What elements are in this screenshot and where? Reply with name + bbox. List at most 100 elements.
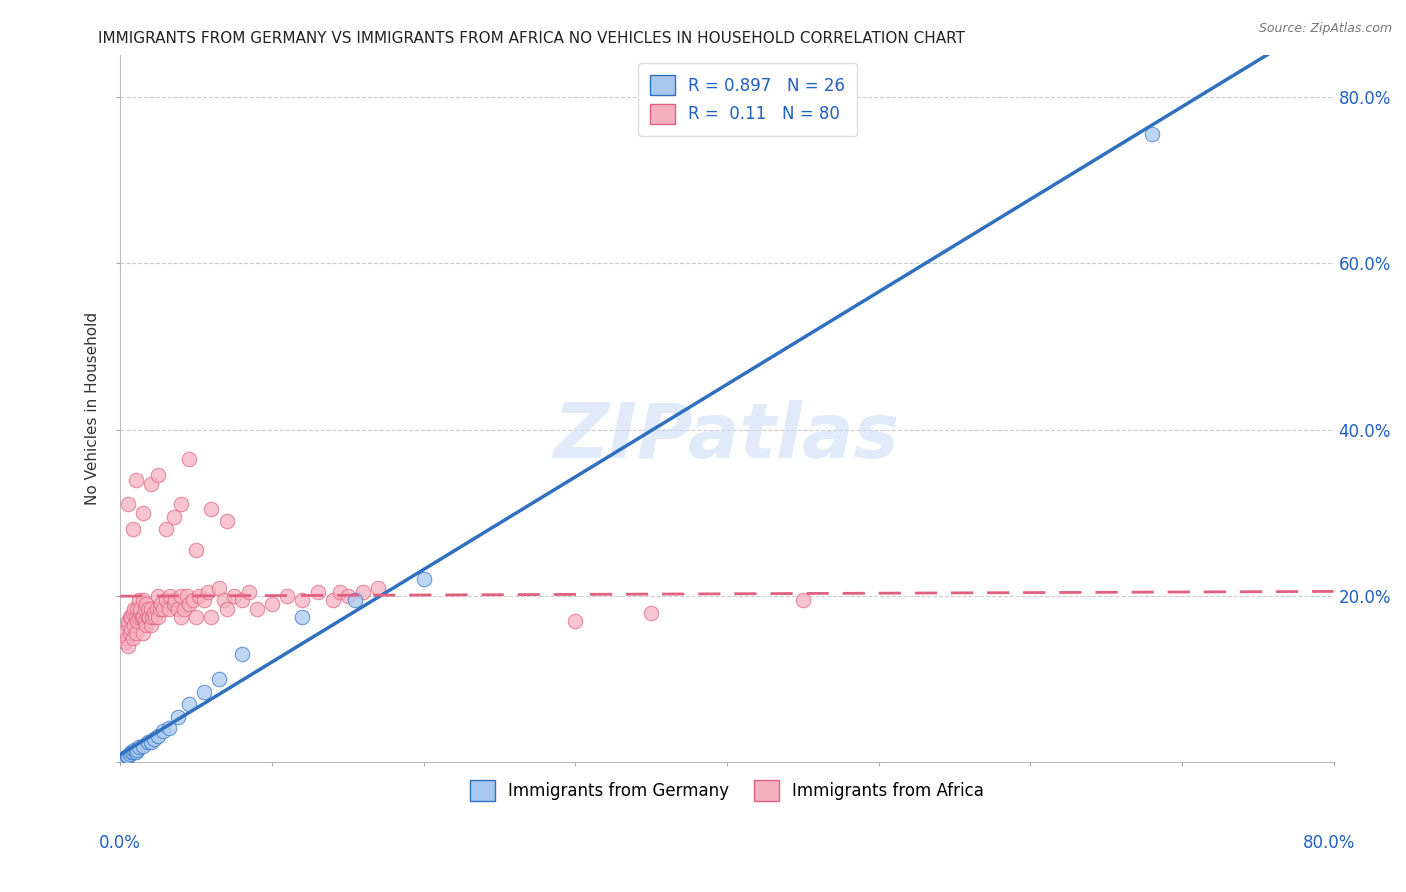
Point [139,601,162,615]
Point [262,598,284,612]
Text: 0.0%: 0.0% [98,834,141,852]
Point [124,746,146,760]
Text: IMMIGRANTS FROM GERMANY VS IMMIGRANTS FROM AFRICA NO VEHICLES IN HOUSEHOLD CORRE: IMMIGRANTS FROM GERMANY VS IMMIGRANTS FR… [98,31,966,46]
Point [1140,127,1163,141]
Text: 80.0%: 80.0% [1302,834,1355,852]
Point [146,601,169,615]
Point [150,598,173,612]
Point [112,626,135,640]
Point [215,514,238,528]
Point [291,593,314,607]
Point [114,751,136,765]
Point [173,601,195,615]
Point [128,610,150,624]
Point [135,598,157,612]
Point [162,510,184,524]
Point [132,593,155,607]
Point [176,589,198,603]
Point [167,601,190,615]
Point [157,721,180,735]
Point [148,610,170,624]
Point [322,593,344,607]
Point [159,589,181,603]
Point [121,523,143,537]
Point [564,614,586,628]
Point [177,697,200,711]
Point [177,598,200,612]
Point [118,610,141,624]
Point [215,601,238,615]
Text: ZIPatlas: ZIPatlas [554,401,900,474]
Point [120,746,142,760]
Point [117,498,139,512]
Point [129,606,152,620]
Point [352,585,374,599]
Point [142,732,165,747]
Point [276,589,298,603]
Point [152,723,174,738]
Point [212,593,235,607]
Point [132,506,155,520]
Point [132,626,155,640]
Point [117,639,139,653]
Point [208,581,231,595]
Point [118,626,141,640]
Point [117,614,139,628]
Point [792,593,814,607]
Point [132,610,155,624]
Point [148,468,170,483]
Point [238,585,260,599]
Point [157,601,180,615]
Point [122,743,145,757]
Point [124,626,146,640]
Point [117,618,139,632]
Point [127,614,149,628]
Point [188,589,211,603]
Point [142,606,165,620]
Legend: Immigrants from Germany, Immigrants from Africa: Immigrants from Germany, Immigrants from… [463,773,991,807]
Point [134,601,156,615]
Point [124,610,146,624]
Point [193,593,215,607]
Point [167,709,190,723]
Point [152,601,174,615]
Point [224,589,246,603]
Point [367,581,389,595]
Point [135,618,157,632]
Point [344,593,367,607]
Point [246,601,269,615]
Point [162,598,184,612]
Point [138,610,160,624]
Point [115,631,138,645]
Point [132,739,155,753]
Point [127,743,149,757]
Point [208,672,231,686]
Point [170,498,193,512]
Point [122,618,145,632]
Point [134,614,156,628]
Point [128,740,150,755]
Point [307,585,329,599]
Point [139,476,162,491]
Point [117,748,139,763]
Point [163,593,186,607]
Point [170,610,193,624]
Point [143,610,166,624]
Point [412,573,434,587]
Point [141,610,163,624]
Point [197,585,219,599]
Point [148,589,170,603]
Point [329,585,352,599]
Point [120,610,142,624]
Point [177,451,200,466]
Point [231,647,253,661]
Point [121,631,143,645]
Point [136,734,159,748]
Point [129,601,152,615]
Point [200,501,222,516]
Point [155,523,177,537]
Point [170,589,193,603]
Point [231,593,253,607]
Point [139,618,162,632]
Point [136,601,159,615]
